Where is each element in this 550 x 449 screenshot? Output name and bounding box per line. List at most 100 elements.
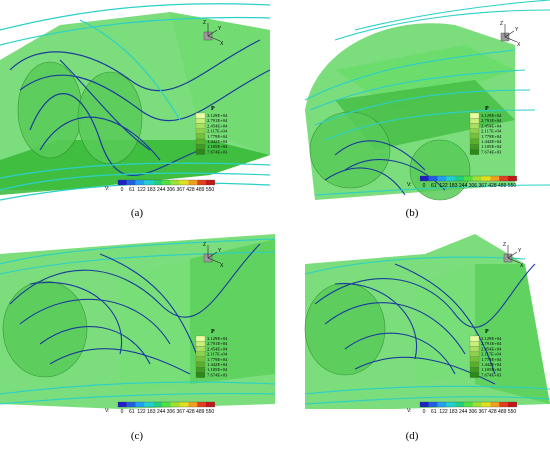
pressure-legend-swatch <box>469 128 480 134</box>
pressure-legend-swatch <box>469 341 480 347</box>
pressure-legend-swatch <box>469 138 480 145</box>
axis-x-label: X <box>520 263 524 269</box>
velocity-bar-segment <box>428 402 438 407</box>
streamlines <box>0 3 271 201</box>
pressure-legend-swatch <box>469 335 480 342</box>
axis-y-label: Y <box>515 27 519 33</box>
pressure-legend-label: 3.129E+04 <box>481 336 502 341</box>
axis-y-label: Y <box>218 248 222 254</box>
velocity-bar-segment <box>162 180 171 185</box>
velocity-bar-tick: 367 <box>478 183 487 189</box>
pressure-legend-swatch <box>469 351 480 357</box>
velocity-bar-segment <box>472 176 482 181</box>
velocity-bar-tick: 367 <box>176 187 185 193</box>
velocity-bar-segment <box>170 180 180 185</box>
velocity-bar-tick: 122 <box>137 409 146 415</box>
panel-c-caption: (c) <box>130 430 144 442</box>
velocity-bar-segment <box>153 402 162 407</box>
pressure-legend-b: P3.129E+042.791E+042.454E+042.117E+041.7… <box>469 106 502 155</box>
axis-z-label: Z <box>503 242 506 248</box>
velocity-bar-b: V: 0 61 122 183 244 306 367 428 489 550 <box>407 175 517 189</box>
pressure-legend-label: 1.779E+04 <box>481 357 502 362</box>
pressure-legend-label: 2.791E+04 <box>207 118 228 123</box>
velocity-bar-segment <box>206 402 215 407</box>
axis-triad-b: Z X Y <box>500 21 521 48</box>
velocity-bar-segment <box>472 402 482 407</box>
velocity-bar-segment <box>420 402 429 407</box>
pressure-legend-title: P <box>485 106 489 112</box>
axis-triad-d: Z X Y <box>503 242 524 269</box>
velocity-bar-segment <box>437 402 447 407</box>
panel-d-render <box>275 224 550 448</box>
pressure-legend-label: 1.442E+04 <box>481 139 502 144</box>
velocity-bar-tick: 306 <box>167 409 176 415</box>
pressure-legend-swatch <box>195 367 206 373</box>
pressure-legend-swatch <box>469 133 480 140</box>
pressure-legend-swatch <box>469 372 480 378</box>
pressure-legend-swatch <box>195 341 206 347</box>
axis-x-label: X <box>220 41 224 47</box>
pressure-legend-swatch <box>469 112 480 119</box>
velocity-bar-segment <box>153 180 162 185</box>
velocity-bar-tick: 244 <box>157 409 166 415</box>
pressure-legend-d: P3.129E+042.791E+042.454E+042.117E+041.7… <box>469 329 502 378</box>
pressure-legend-title: P <box>211 106 215 112</box>
axis-x-label: X <box>220 263 224 269</box>
pressure-legend-c: P3.129E+042.791E+042.454E+042.117E+041.7… <box>195 329 228 378</box>
velocity-bar-segment <box>118 402 127 407</box>
pressure-legend-label: 2.117E+04 <box>481 352 502 357</box>
velocity-bar-segment <box>162 402 171 407</box>
velocity-bar-tick: 244 <box>459 409 468 415</box>
axis-triad-c: Z X Y <box>203 242 224 269</box>
velocity-bar-tick: 306 <box>469 183 478 189</box>
velocity-bar-segment <box>135 180 145 185</box>
pressure-legend-swatch <box>195 138 206 145</box>
pressure-legend-label: 2.117E+04 <box>481 129 502 134</box>
pressure-legend-swatch <box>195 372 206 378</box>
velocity-bar-segment <box>428 176 438 181</box>
velocity-bar-tick: 122 <box>439 409 448 415</box>
pressure-legend-label: 2.454E+04 <box>207 346 228 351</box>
pressure-legend-label: 2.117E+04 <box>207 129 228 134</box>
velocity-bar-tick: 550 <box>206 187 215 193</box>
pressure-legend-swatch <box>195 133 206 140</box>
wheel <box>2 280 88 378</box>
velocity-bar-segment <box>464 402 473 407</box>
velocity-bar-tick: 428 <box>186 187 195 193</box>
velocity-bar-tick: 428 <box>488 409 497 415</box>
pressure-legend-a: P3.129E+042.791E+042.454E+042.117E+041.7… <box>195 106 228 155</box>
panel-d-caption: (d) <box>405 430 419 442</box>
velocity-bar-segment <box>144 402 154 407</box>
velocity-bar-tick: 489 <box>196 187 205 193</box>
velocity-bar-tick: 367 <box>176 409 185 415</box>
pressure-legend-swatch <box>195 335 206 342</box>
velocity-bar-tick: 61 <box>129 187 135 193</box>
pressure-legend-swatch <box>469 367 480 373</box>
panel-c: (c) <box>0 224 275 448</box>
velocity-bar-segment <box>499 402 508 407</box>
velocity-bar-segment <box>197 402 206 407</box>
velocity-bar-label: V: <box>407 408 412 414</box>
pressure-legend-swatch <box>195 149 206 155</box>
axis-y-label: Y <box>218 26 222 32</box>
pressure-legend-swatch <box>195 112 206 119</box>
velocity-bar-label: V: <box>407 182 412 188</box>
axis-triad-a: Z X Y <box>203 20 224 47</box>
velocity-bar-tick: 0 <box>121 187 124 193</box>
pressure-legend-swatch <box>469 144 480 150</box>
velocity-bar-segment <box>490 176 500 181</box>
pressure-legend-label: 7.674E+03 <box>481 372 502 377</box>
velocity-bar-segment <box>197 180 206 185</box>
velocity-bar-segment <box>126 402 136 407</box>
velocity-bar-segment <box>446 176 456 181</box>
axis-z-label: Z <box>500 21 503 27</box>
velocity-bar-label: V: <box>105 408 110 414</box>
velocity-bar-tick: 183 <box>147 187 156 193</box>
pressure-legend-swatch <box>469 149 480 155</box>
velocity-bar-segment <box>446 402 456 407</box>
velocity-bar-segment <box>420 176 429 181</box>
velocity-bar-segment <box>135 402 145 407</box>
velocity-bar-label: V: <box>105 186 110 192</box>
velocity-bar-segment <box>508 176 517 181</box>
